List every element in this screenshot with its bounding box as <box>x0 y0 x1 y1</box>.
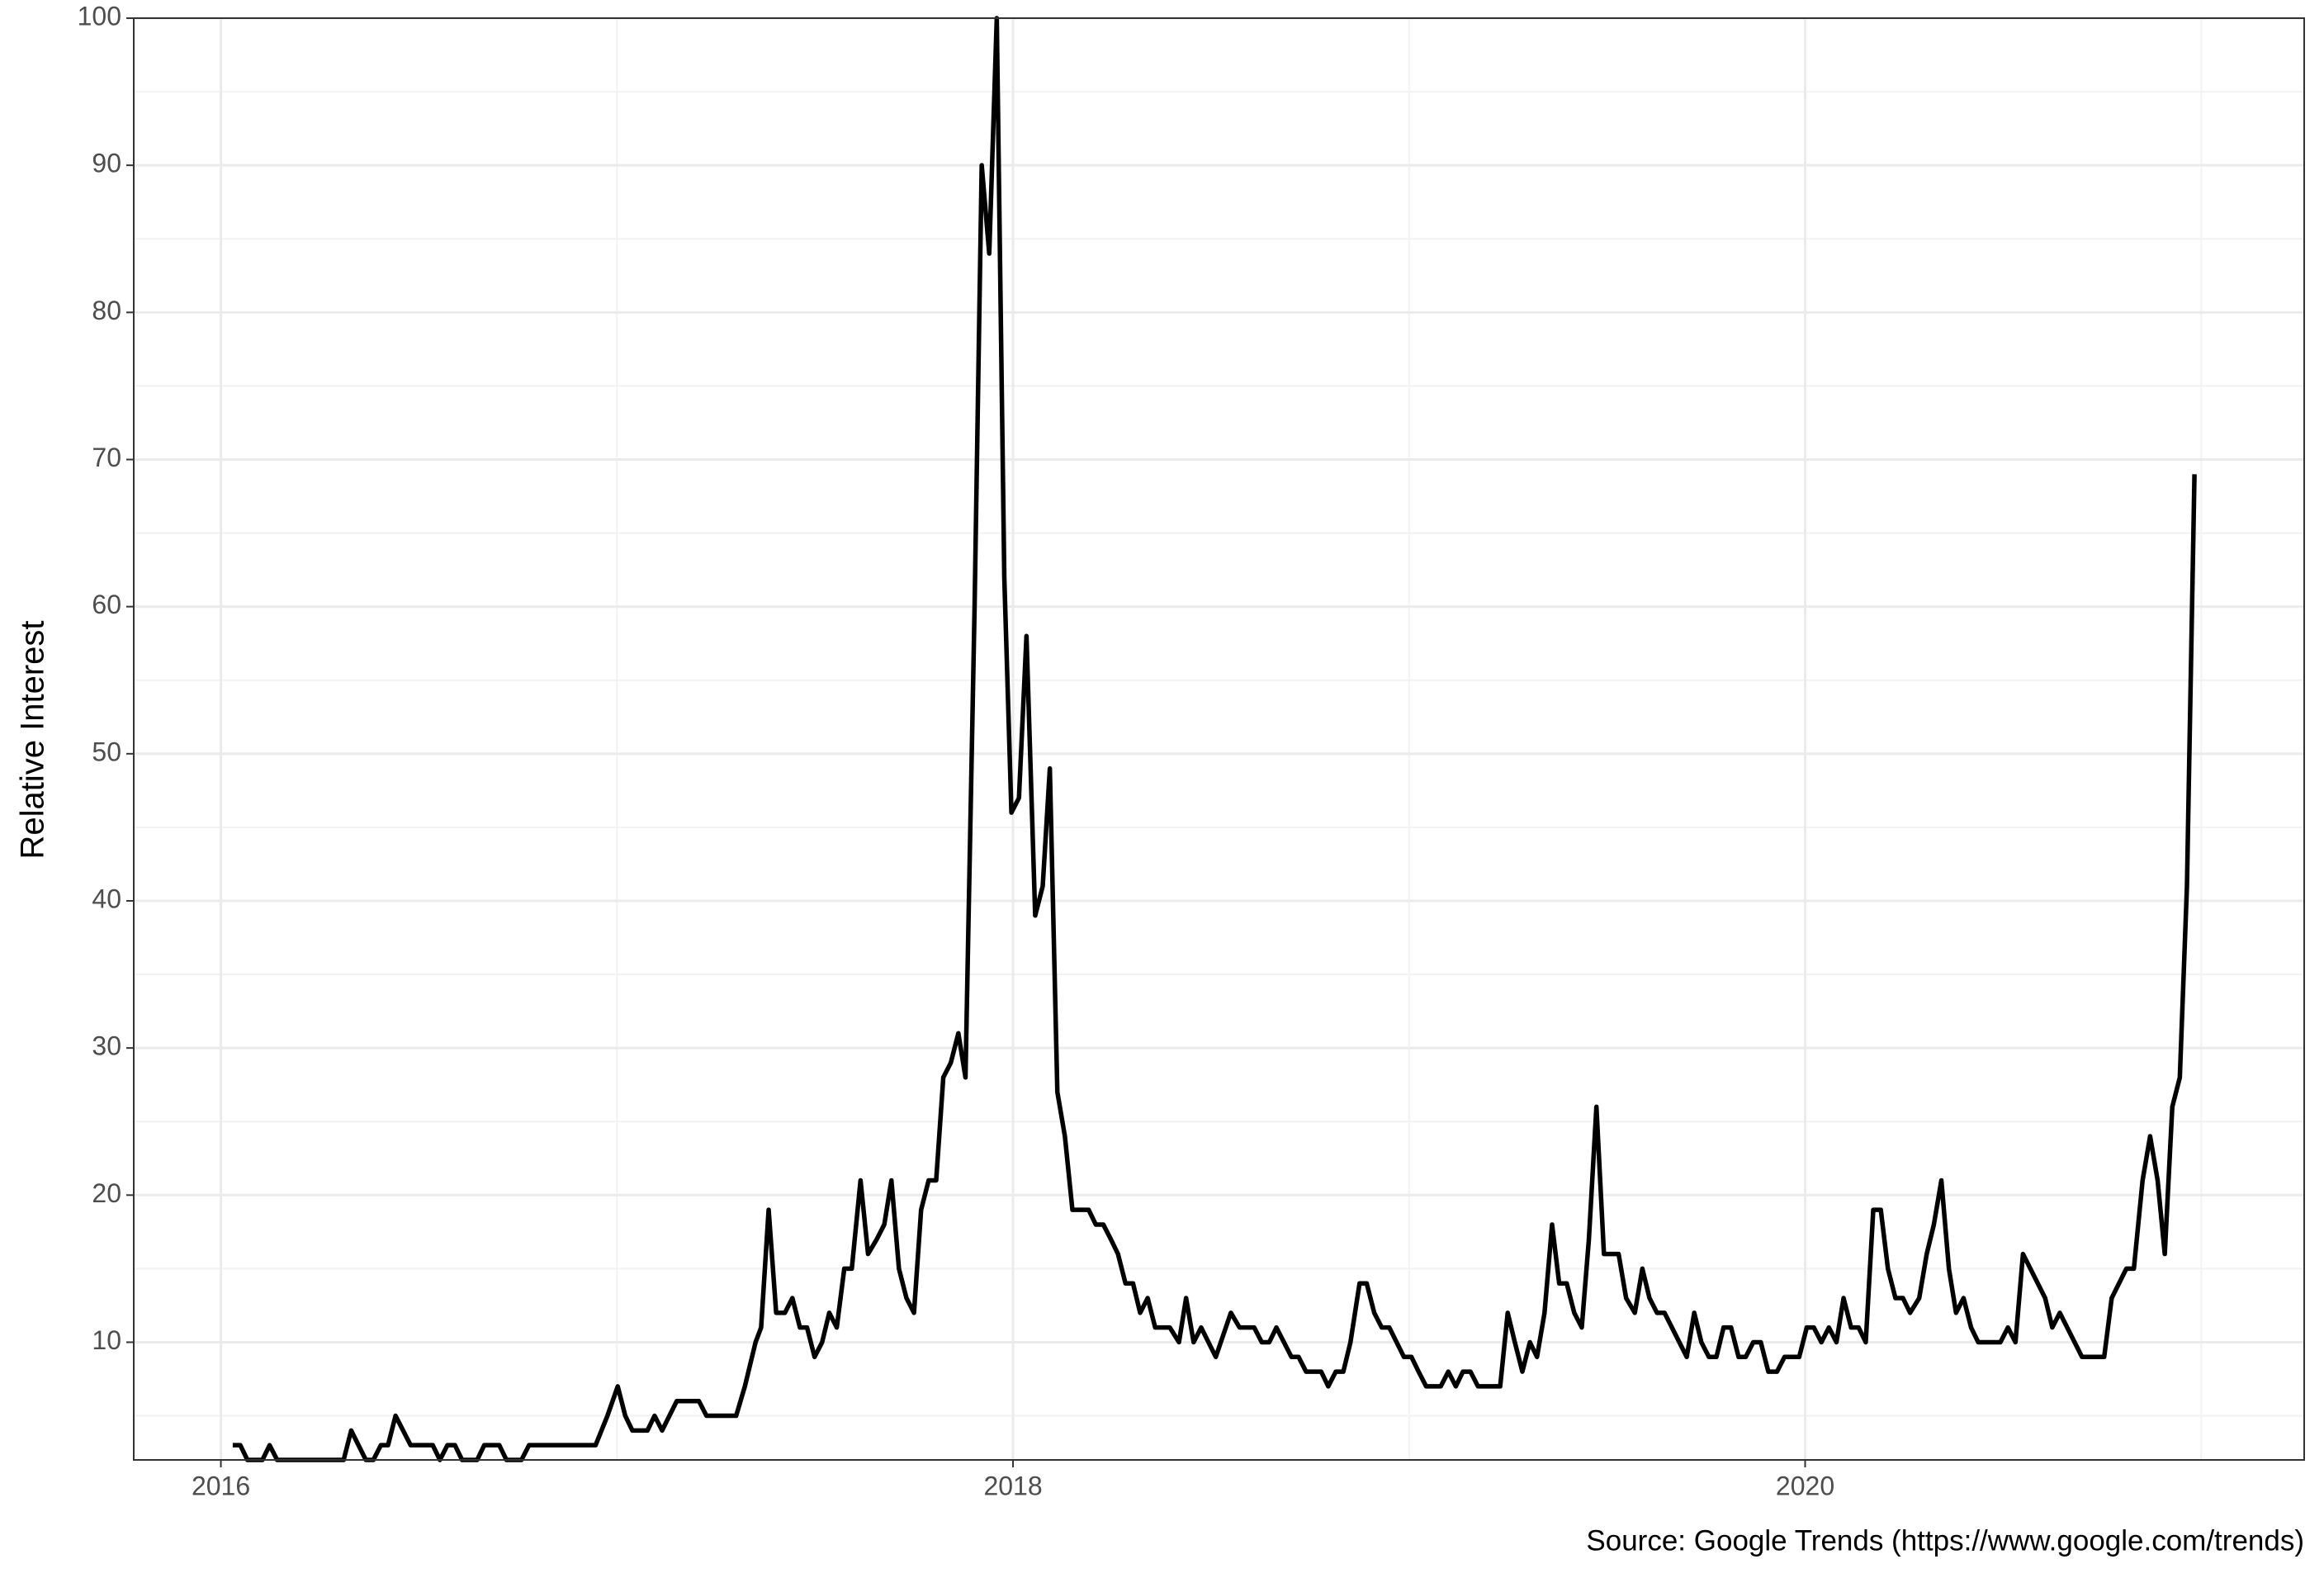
x-tick-label: 2016 <box>192 1471 250 1500</box>
y-tick-label: 40 <box>92 884 121 913</box>
y-tick-label: 90 <box>92 149 121 178</box>
caption: Source: Google Trends (https://www.googl… <box>1586 1524 2304 1557</box>
y-tick-label: 100 <box>78 1 121 31</box>
x-tick-label: 2018 <box>983 1471 1042 1500</box>
y-tick-label: 80 <box>92 296 121 325</box>
x-tick-label: 2020 <box>1776 1471 1834 1500</box>
data-line <box>232 16 2197 1462</box>
y-tick-label: 70 <box>92 443 121 472</box>
y-tick-label: 60 <box>92 590 121 619</box>
y-tick-label: 50 <box>92 737 121 766</box>
y-tick-label: 10 <box>92 1325 121 1355</box>
y-tick-label: 20 <box>92 1178 121 1208</box>
y-tick-label: 30 <box>92 1031 121 1061</box>
panel-border <box>133 17 2305 1461</box>
y-axis-title: Relative Interest <box>15 620 51 859</box>
